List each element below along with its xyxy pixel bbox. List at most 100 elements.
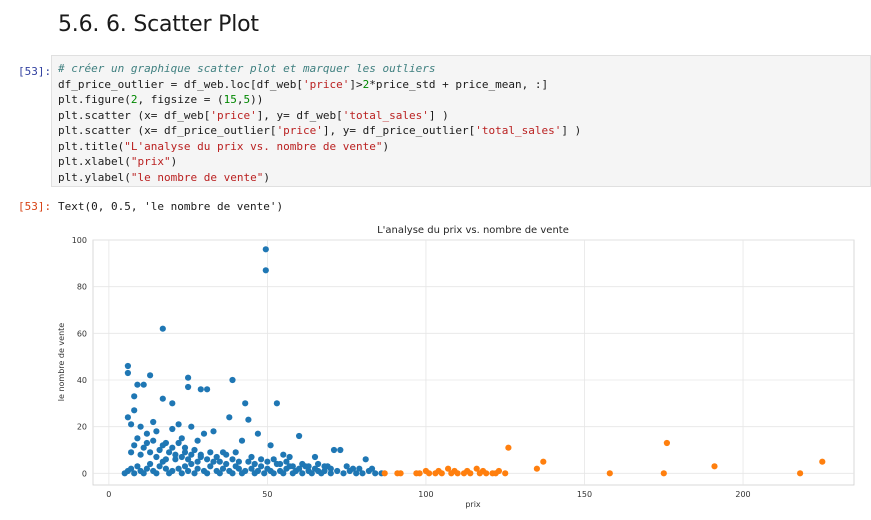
- scatter-point: [204, 456, 211, 463]
- scatter-point: [143, 430, 150, 437]
- code-input-cell[interactable]: # créer un graphique scatter plot et mar…: [51, 55, 871, 187]
- outlier-point: [819, 458, 826, 465]
- scatter-point: [340, 470, 347, 477]
- scatter-point: [280, 451, 287, 458]
- scatter-point: [166, 449, 173, 456]
- y-axis-label: le nombre de vente: [57, 323, 66, 402]
- scatter-point: [178, 470, 185, 477]
- scatter-point: [299, 470, 306, 477]
- scatter-point: [153, 470, 160, 477]
- scatter-point: [124, 414, 131, 421]
- scatter-point: [185, 383, 192, 391]
- scatter-point: [296, 432, 303, 440]
- scatter-point: [188, 451, 195, 458]
- x-tick-label: 150: [577, 490, 592, 499]
- scatter-point: [213, 453, 220, 461]
- scatter-point: [181, 449, 189, 456]
- y-tick-label: 100: [72, 236, 87, 245]
- scatter-point: [181, 444, 189, 451]
- scatter-point: [175, 421, 182, 428]
- scatter-point: [238, 437, 246, 444]
- scatter-point: [283, 458, 290, 465]
- scatter-point: [258, 463, 265, 470]
- scatter-point: [137, 451, 144, 458]
- scatter-point: [315, 460, 322, 468]
- scatter-point: [178, 453, 185, 461]
- outlier-point: [416, 470, 423, 477]
- outlier-point: [381, 470, 388, 477]
- scatter-point: [159, 395, 166, 402]
- x-axis-label: prix: [465, 500, 481, 509]
- scatter-point: [181, 463, 189, 470]
- scatter-point: [147, 449, 154, 456]
- outlier-point: [502, 470, 509, 477]
- outlier-point: [473, 465, 480, 472]
- code-line: plt.figure(2, figsize = (15,5)): [58, 93, 264, 106]
- code-editor[interactable]: # créer un graphique scatter plot et mar…: [58, 61, 581, 185]
- scatter-point: [169, 467, 176, 475]
- x-tick-label: 200: [735, 490, 750, 499]
- scatter-point: [140, 444, 147, 451]
- scatter-point: [286, 453, 293, 461]
- outlier-point: [505, 444, 512, 451]
- scatter-point: [159, 325, 166, 332]
- scatter-point: [311, 453, 319, 461]
- scatter-point: [210, 458, 217, 465]
- scatter-point: [175, 465, 182, 472]
- scatter-point: [216, 458, 223, 465]
- outlier-point: [426, 470, 433, 477]
- outlier-point: [663, 439, 671, 447]
- scatter-point: [359, 470, 366, 477]
- scatter-point: [327, 470, 334, 477]
- scatter-point: [185, 456, 192, 463]
- scatter-point: [150, 418, 157, 426]
- scatter-point: [296, 465, 303, 472]
- scatter-point: [134, 381, 141, 388]
- scatter-point: [194, 458, 201, 465]
- scatter-point: [128, 421, 135, 428]
- scatter-point: [216, 470, 223, 477]
- x-tick-label: 0: [106, 490, 111, 499]
- scatter-point: [267, 442, 274, 449]
- scatter-point: [261, 470, 268, 477]
- scatter-point: [245, 458, 252, 465]
- scatter-point: [169, 425, 176, 433]
- scatter-point: [124, 362, 131, 370]
- scatter-point: [172, 451, 179, 458]
- scatter-point: [362, 456, 369, 463]
- scatter-point: [131, 470, 138, 477]
- code-line: plt.xlabel("prix"): [58, 155, 178, 168]
- scatter-point: [134, 463, 141, 470]
- y-tick-label: 20: [77, 423, 87, 432]
- scatter-point: [169, 444, 176, 451]
- scatter-point: [343, 463, 350, 470]
- scatter-point: [372, 470, 379, 477]
- scatter-point: [156, 446, 163, 454]
- scatter-point: [162, 456, 169, 463]
- scatter-point: [159, 442, 166, 449]
- scatter-point: [280, 470, 287, 477]
- scatter-point: [232, 449, 239, 456]
- scatter-point: [128, 449, 135, 456]
- outlier-point: [495, 467, 502, 475]
- scatter-point: [229, 456, 236, 463]
- output-prompt: [53]:: [18, 200, 52, 213]
- grid-lines: [93, 239, 854, 485]
- scatter-point: [178, 435, 185, 442]
- y-tick-label: 40: [77, 376, 87, 385]
- scatter-point: [194, 437, 201, 444]
- outlier-point: [467, 470, 474, 477]
- y-tick-label: 0: [82, 469, 87, 478]
- scatter-point: [185, 467, 192, 475]
- scatter-point: [131, 407, 138, 414]
- scatter-point: [188, 423, 195, 430]
- scatter-point: [131, 393, 138, 400]
- scatter-point: [248, 465, 255, 472]
- scatter-point: [258, 456, 265, 463]
- scatter-point: [264, 458, 271, 465]
- scatter-point: [356, 465, 363, 472]
- scatter-point: [137, 423, 144, 430]
- input-prompt: [53]:: [18, 65, 52, 78]
- scatter-point: [226, 414, 233, 421]
- scatter-point: [140, 381, 147, 388]
